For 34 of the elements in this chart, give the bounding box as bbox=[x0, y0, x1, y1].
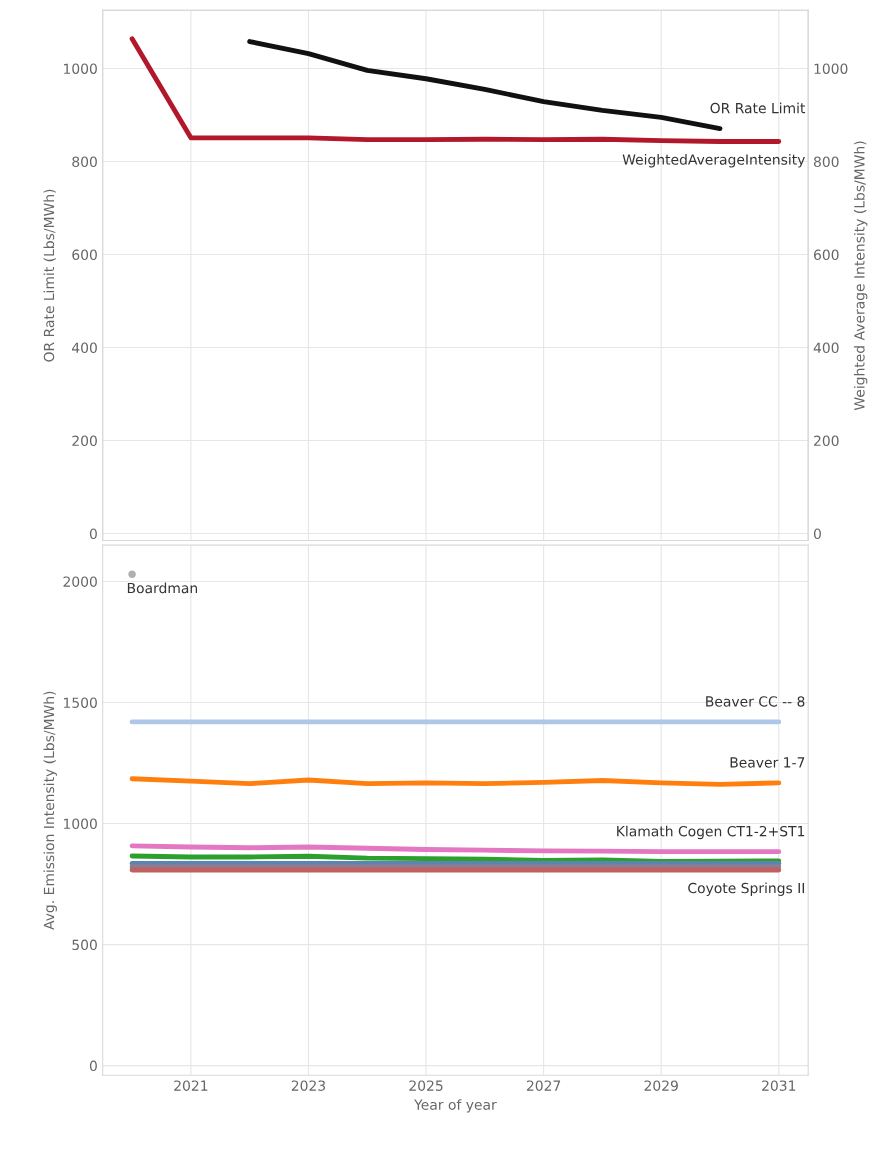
y-axis-title: OR Rate Limit (Lbs/MWh) bbox=[43, 189, 56, 362]
y2-tick-label: 600 bbox=[814, 249, 839, 261]
y-tick-label: 400 bbox=[72, 342, 97, 354]
series-label: Boardman bbox=[127, 582, 198, 594]
series-label: OR Rate Limit bbox=[710, 102, 806, 114]
y-tick-label: 0 bbox=[89, 1060, 97, 1072]
y-tick-label: 2000 bbox=[63, 576, 97, 587]
y2-tick-label: 400 bbox=[813, 342, 839, 354]
x-axis-title: Year of year bbox=[414, 1099, 497, 1113]
series-label: Coyote Springs II bbox=[688, 882, 805, 896]
y-tick-label: 600 bbox=[72, 249, 97, 261]
y2-tick-label: 200 bbox=[814, 435, 839, 447]
series-label: WeightedAverageIntensity bbox=[622, 154, 805, 168]
series-label: Klamath Cogen CT1-2+ST1 bbox=[617, 825, 805, 840]
x-tick-label: 2025 bbox=[409, 1080, 443, 1091]
y2-tick-label: 0 bbox=[813, 528, 821, 540]
series-label: Beaver CC -- 8 bbox=[706, 696, 805, 707]
y2-tick-label: 800 bbox=[813, 156, 839, 168]
y-tick-label: 0 bbox=[89, 528, 97, 540]
y-tick-label: 200 bbox=[72, 435, 97, 447]
y-tick-label: 1000 bbox=[64, 818, 97, 830]
x-tick-label: 2023 bbox=[291, 1080, 326, 1091]
x-tick-label: 2021 bbox=[174, 1080, 208, 1091]
x-tick-label: 2031 bbox=[762, 1080, 796, 1091]
x-tick-label: 2029 bbox=[644, 1080, 678, 1091]
y-tick-label: 1500 bbox=[64, 697, 97, 708]
y-axis-title: Avg. Emission Intensity (Lbs/MWh) bbox=[43, 691, 57, 930]
y2-tick-label: 1000 bbox=[814, 63, 848, 74]
y-tick-label: 800 bbox=[72, 156, 97, 168]
y-tick-label: 500 bbox=[72, 939, 97, 951]
x-tick-label: 2027 bbox=[526, 1080, 561, 1091]
y-tick-label: 1000 bbox=[64, 63, 97, 74]
y2-axis-title: Weighted Average Intensity (Lbs/MWh) bbox=[853, 141, 868, 411]
series-label: Beaver 1-7 bbox=[730, 757, 805, 768]
